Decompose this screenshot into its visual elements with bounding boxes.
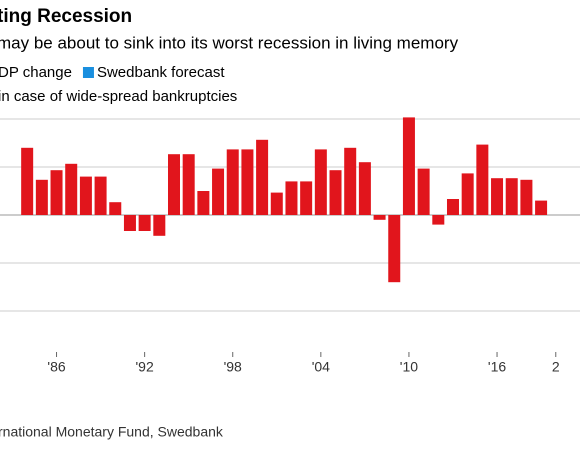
bar [182,154,195,215]
bar [65,163,78,215]
bar [417,168,430,215]
chart-title: ting Recession [0,6,132,27]
bar [358,162,371,215]
x-tick-label: '86 [47,359,65,375]
x-tick-label: '16 [488,359,506,375]
bar [314,149,327,215]
bar [329,170,342,215]
bar [505,178,518,215]
bar [21,147,34,215]
legend-label: DP change [0,64,72,81]
bar [520,179,533,215]
bar [491,178,504,215]
legend-label: Swedbank forecast [97,64,225,81]
bar [109,202,122,215]
bar [535,200,548,215]
bar [138,215,151,231]
bar [94,176,107,215]
bar [432,215,445,225]
x-tick-label: '04 [312,359,330,375]
source: rnational Monetary Fund, Swedbank [0,424,224,440]
x-tick-label: 2 [552,359,560,375]
bar [256,139,269,215]
bar [79,176,92,215]
bar [344,147,357,215]
bar [212,168,225,215]
bar [226,149,239,215]
bar [461,173,474,215]
bar [373,215,386,220]
bar [285,181,298,215]
chart-subtitle: may be about to sink into its worst rece… [0,33,459,52]
bar [168,154,180,215]
bar [241,149,254,215]
bar [300,181,313,215]
bar [35,179,48,215]
bar [388,215,401,283]
bar [270,192,283,215]
bar [153,215,166,236]
x-tick-label: '92 [136,359,154,375]
legend-swatch [82,67,94,78]
bar [50,170,63,215]
bar [123,215,136,231]
bar [446,199,459,215]
bar [476,144,489,215]
bar [197,191,210,215]
x-tick-label: '98 [224,359,242,375]
x-tick-label: '10 [400,359,418,375]
legend-note: in case of wide-spread bankruptcies [0,88,237,105]
bar [402,117,415,215]
